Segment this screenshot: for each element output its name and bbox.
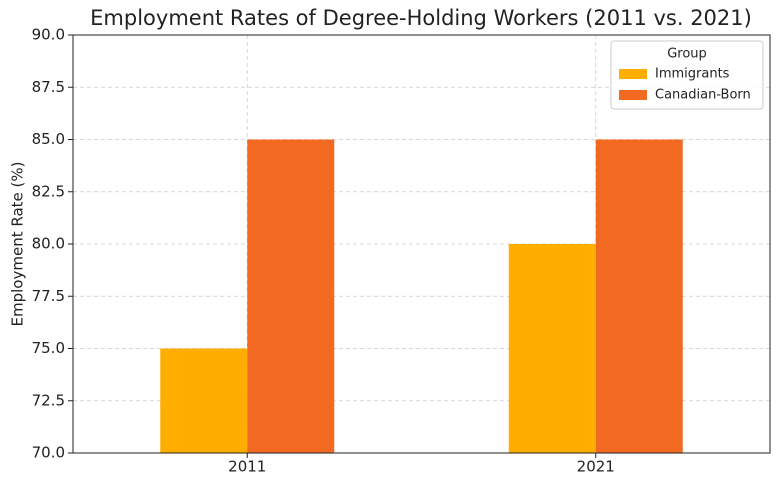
- bar: [508, 244, 596, 453]
- y-tick-label: 75.0: [32, 339, 65, 357]
- x-tick-label: 2021: [577, 458, 615, 476]
- legend-label: Immigrants: [655, 67, 730, 82]
- y-tick-label: 80.0: [32, 235, 65, 253]
- y-tick-label: 90.0: [32, 26, 65, 44]
- legend-frame: [610, 40, 764, 110]
- x-tick-label: 2011: [228, 458, 266, 476]
- legend: Group Immigrants Canadian-Born: [610, 40, 764, 110]
- legend-swatch: [619, 69, 647, 79]
- legend-swatch: [619, 90, 647, 100]
- legend-title: Group: [667, 47, 707, 62]
- plot-frame: [72, 34, 771, 454]
- y-tick-label: 77.5: [32, 287, 65, 305]
- bar: [595, 139, 683, 453]
- legend-label: Canadian-Born: [655, 88, 751, 103]
- bar: [247, 139, 335, 453]
- y-tick-label: 82.5: [32, 182, 65, 200]
- y-axis-label: Employment Rate (%): [9, 162, 27, 327]
- y-tick-label: 85.0: [32, 130, 65, 148]
- y-tick-label: 70.0: [32, 444, 65, 462]
- bar: [160, 348, 248, 453]
- chart-title: Employment Rates of Degree-Holding Worke…: [90, 6, 752, 30]
- y-tick-label: 72.5: [32, 391, 65, 409]
- y-tick-label: 87.5: [32, 78, 65, 96]
